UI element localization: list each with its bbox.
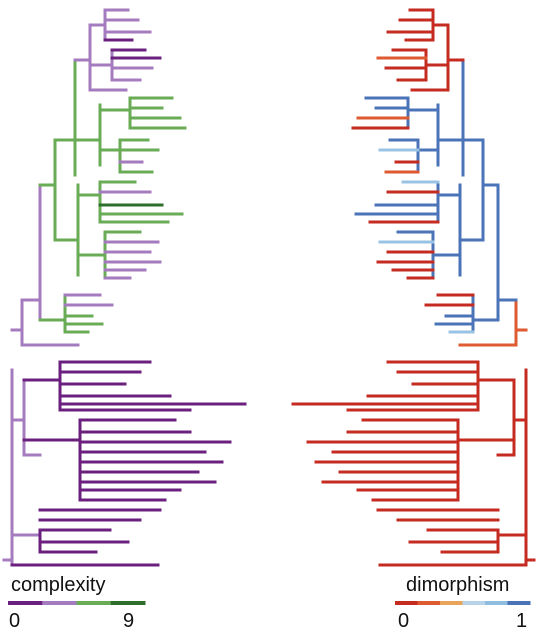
dimorphism-legend-title: dimorphism (406, 574, 510, 596)
left-complexity-tree (2, 8, 247, 567)
dimorphism-color-stop-5 (507, 601, 531, 605)
complexity-color-stop-2 (76, 601, 112, 605)
complexity-min-label: 0 (9, 610, 21, 632)
complexity-color-stop-3 (110, 601, 146, 605)
complexity-max-label: 9 (123, 610, 135, 632)
dimorphism-color-stop-0 (395, 601, 418, 605)
dimorphism-color-stop-1 (417, 601, 441, 605)
dimorphism-max-label: 1 (516, 610, 528, 632)
dimorphism-color-stop-3 (462, 601, 486, 605)
complexity-color-bar (8, 601, 146, 605)
dimorphism-color-stop-4 (485, 601, 508, 605)
complexity-color-stop-0 (8, 601, 43, 605)
complexity-legend-title: complexity (11, 574, 106, 596)
dimorphism-color-bar (395, 601, 531, 605)
dimorphism-color-stop-2 (440, 601, 463, 605)
complexity-color-stop-1 (42, 601, 77, 605)
dimorphism-min-label: 0 (398, 610, 410, 632)
right-dimorphism-tree (291, 8, 536, 567)
